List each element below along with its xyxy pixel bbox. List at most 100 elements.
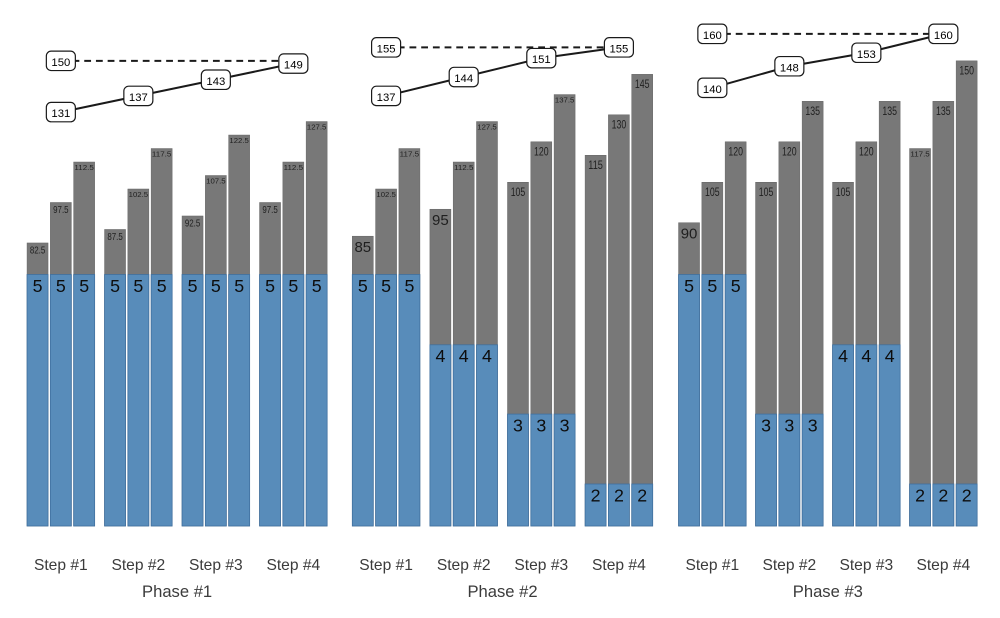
svg-text:105: 105	[511, 185, 526, 199]
svg-text:120: 120	[859, 144, 874, 158]
svg-text:112.5: 112.5	[454, 163, 473, 172]
svg-text:97.5: 97.5	[53, 205, 69, 216]
svg-text:5: 5	[684, 276, 694, 296]
svg-text:122.5: 122.5	[229, 136, 248, 145]
svg-text:112.5: 112.5	[284, 163, 303, 172]
svg-text:112.5: 112.5	[74, 163, 93, 172]
svg-text:155: 155	[609, 43, 628, 55]
svg-text:5: 5	[110, 276, 120, 296]
svg-text:3: 3	[761, 416, 771, 436]
svg-text:Step #1: Step #1	[34, 557, 88, 574]
svg-text:3: 3	[513, 416, 523, 436]
svg-text:2: 2	[915, 485, 925, 505]
svg-text:95: 95	[432, 212, 449, 229]
svg-text:140: 140	[703, 84, 722, 96]
svg-text:3: 3	[560, 416, 570, 436]
svg-text:148: 148	[780, 62, 799, 74]
svg-text:Step #3: Step #3	[839, 557, 893, 574]
svg-text:3: 3	[784, 416, 794, 436]
svg-text:135: 135	[805, 104, 820, 118]
svg-text:2: 2	[637, 485, 647, 505]
svg-text:160: 160	[703, 30, 722, 42]
svg-text:102.5: 102.5	[129, 190, 148, 199]
svg-text:127.5: 127.5	[477, 123, 496, 132]
svg-text:2: 2	[591, 485, 601, 505]
svg-text:5: 5	[707, 276, 717, 296]
svg-text:4: 4	[861, 346, 871, 366]
svg-text:Step #1: Step #1	[359, 557, 413, 574]
svg-text:4: 4	[885, 346, 895, 366]
svg-text:82.5: 82.5	[30, 246, 46, 257]
svg-text:137.5: 137.5	[555, 96, 574, 105]
svg-text:5: 5	[234, 276, 244, 296]
svg-text:150: 150	[959, 63, 974, 77]
svg-text:131: 131	[51, 108, 70, 120]
svg-text:4: 4	[838, 346, 848, 366]
svg-text:115: 115	[588, 158, 603, 172]
svg-text:5: 5	[211, 276, 221, 296]
svg-text:Phase #2: Phase #2	[467, 582, 537, 601]
svg-text:5: 5	[731, 276, 741, 296]
svg-text:151: 151	[532, 54, 551, 66]
svg-text:Step #2: Step #2	[762, 557, 816, 574]
svg-text:92.5: 92.5	[185, 219, 201, 230]
svg-text:105: 105	[836, 185, 851, 199]
svg-text:5: 5	[188, 276, 198, 296]
svg-text:85: 85	[354, 239, 371, 256]
svg-text:143: 143	[206, 76, 225, 88]
svg-text:160: 160	[934, 30, 953, 42]
svg-text:107.5: 107.5	[206, 177, 225, 186]
svg-text:145: 145	[635, 77, 650, 91]
svg-text:117.5: 117.5	[152, 150, 171, 159]
svg-text:2: 2	[614, 485, 624, 505]
svg-text:3: 3	[808, 416, 818, 436]
svg-text:117.5: 117.5	[910, 150, 929, 159]
svg-text:Step #3: Step #3	[514, 557, 568, 574]
svg-text:117.5: 117.5	[400, 150, 419, 159]
svg-text:102.5: 102.5	[376, 190, 395, 199]
svg-text:Step #4: Step #4	[592, 557, 646, 574]
svg-text:120: 120	[728, 144, 743, 158]
svg-text:120: 120	[534, 144, 549, 158]
svg-text:130: 130	[612, 117, 627, 131]
svg-text:4: 4	[435, 346, 445, 366]
svg-text:5: 5	[381, 276, 391, 296]
svg-text:2: 2	[962, 485, 972, 505]
svg-text:Step #4: Step #4	[266, 557, 320, 574]
svg-text:105: 105	[705, 185, 720, 199]
svg-text:Phase #1: Phase #1	[142, 582, 212, 601]
svg-text:Step #4: Step #4	[916, 557, 970, 574]
svg-text:5: 5	[358, 276, 368, 296]
svg-text:3: 3	[536, 416, 546, 436]
svg-text:137: 137	[129, 92, 148, 104]
svg-text:127.5: 127.5	[307, 123, 326, 132]
svg-text:Step #2: Step #2	[111, 557, 165, 574]
svg-text:105: 105	[759, 185, 774, 199]
svg-text:144: 144	[454, 73, 473, 85]
svg-text:5: 5	[404, 276, 414, 296]
svg-text:5: 5	[56, 276, 66, 296]
svg-text:135: 135	[936, 104, 951, 118]
svg-text:5: 5	[33, 276, 43, 296]
svg-text:153: 153	[857, 49, 876, 61]
svg-text:Phase #3: Phase #3	[793, 582, 863, 601]
svg-text:Step #3: Step #3	[189, 557, 243, 574]
svg-text:Step #2: Step #2	[437, 557, 491, 574]
svg-text:5: 5	[157, 276, 167, 296]
svg-text:150: 150	[51, 57, 70, 69]
svg-text:4: 4	[459, 346, 469, 366]
svg-text:2: 2	[938, 485, 948, 505]
svg-text:5: 5	[312, 276, 322, 296]
svg-text:135: 135	[882, 104, 897, 118]
svg-text:5: 5	[265, 276, 275, 296]
svg-text:120: 120	[782, 144, 797, 158]
svg-text:149: 149	[284, 60, 303, 72]
svg-text:Step #1: Step #1	[685, 557, 739, 574]
svg-text:5: 5	[79, 276, 89, 296]
svg-text:90: 90	[681, 225, 698, 242]
svg-text:5: 5	[133, 276, 143, 296]
svg-text:5: 5	[288, 276, 298, 296]
svg-text:97.5: 97.5	[262, 205, 278, 216]
svg-text:137: 137	[377, 92, 396, 104]
svg-text:4: 4	[482, 346, 492, 366]
